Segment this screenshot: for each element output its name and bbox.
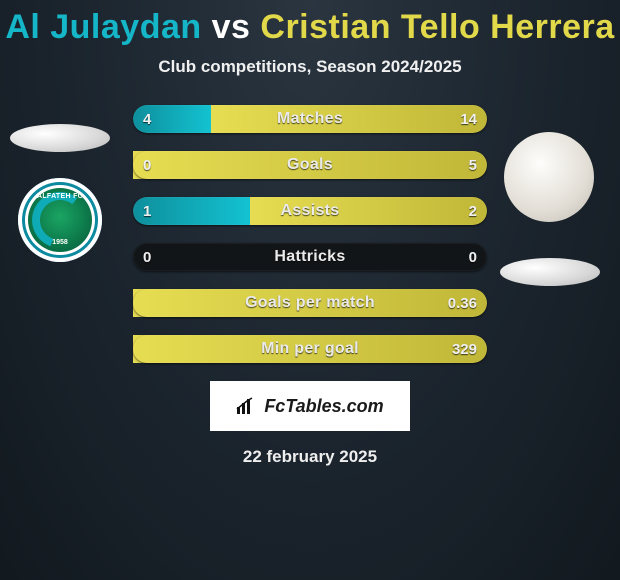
stat-row: Assists1 2 — [133, 197, 487, 225]
stat-row: Goals per match0.36 — [133, 289, 487, 317]
stat-value-p2: 0 — [469, 243, 477, 271]
player2-portrait — [504, 132, 594, 222]
player2-ellipse — [500, 258, 600, 286]
stat-label: Matches — [133, 105, 487, 133]
stat-label: Hattricks — [133, 243, 487, 271]
stat-value-p1: 1 — [143, 197, 151, 225]
vs-word: vs — [212, 8, 251, 46]
player2-name: Cristian Tello Herrera — [260, 8, 614, 46]
stat-value-p2: 5 — [469, 151, 477, 179]
stat-label: Assists — [133, 197, 487, 225]
subtitle: Club competitions, Season 2024/2025 — [0, 57, 620, 77]
stat-value-p1: 0 — [143, 151, 151, 179]
stat-value-p2: 2 — [469, 197, 477, 225]
stat-row: Hattricks0 0 — [133, 243, 487, 271]
stat-value-p1: 0 — [143, 243, 151, 271]
stat-value-p2: 329 — [452, 335, 477, 363]
stat-label: Min per goal — [133, 335, 487, 363]
fctables-logo: FcTables.com — [210, 381, 410, 431]
comparison-title: Al Julaydan vs Cristian Tello Herrera — [0, 0, 620, 47]
stat-value-p2: 0.36 — [448, 289, 477, 317]
player1-club-badge: ALFATEH FC 1958 — [18, 178, 102, 262]
club-badge-text: ALFATEH FC — [28, 193, 92, 200]
club-badge-year: 1958 — [28, 239, 92, 246]
stats-bars: Matches414Goals05Assists12Hattricks00Goa… — [133, 105, 487, 363]
stat-row: Min per goal329 — [133, 335, 487, 363]
stat-row: Goals0 5 — [133, 151, 487, 179]
stat-value-p2: 14 — [460, 105, 477, 133]
logo-text: FcTables.com — [264, 396, 383, 417]
stat-label: Goals per match — [133, 289, 487, 317]
player1-ellipse — [10, 124, 110, 152]
date-text: 22 february 2025 — [0, 447, 620, 467]
stat-label: Goals — [133, 151, 487, 179]
stat-value-p1: 4 — [143, 105, 151, 133]
club-badge-inner: ALFATEH FC 1958 — [28, 188, 92, 252]
player1-name: Al Julaydan — [5, 8, 201, 46]
stat-row: Matches4 14 — [133, 105, 487, 133]
chart-icon — [236, 397, 258, 415]
